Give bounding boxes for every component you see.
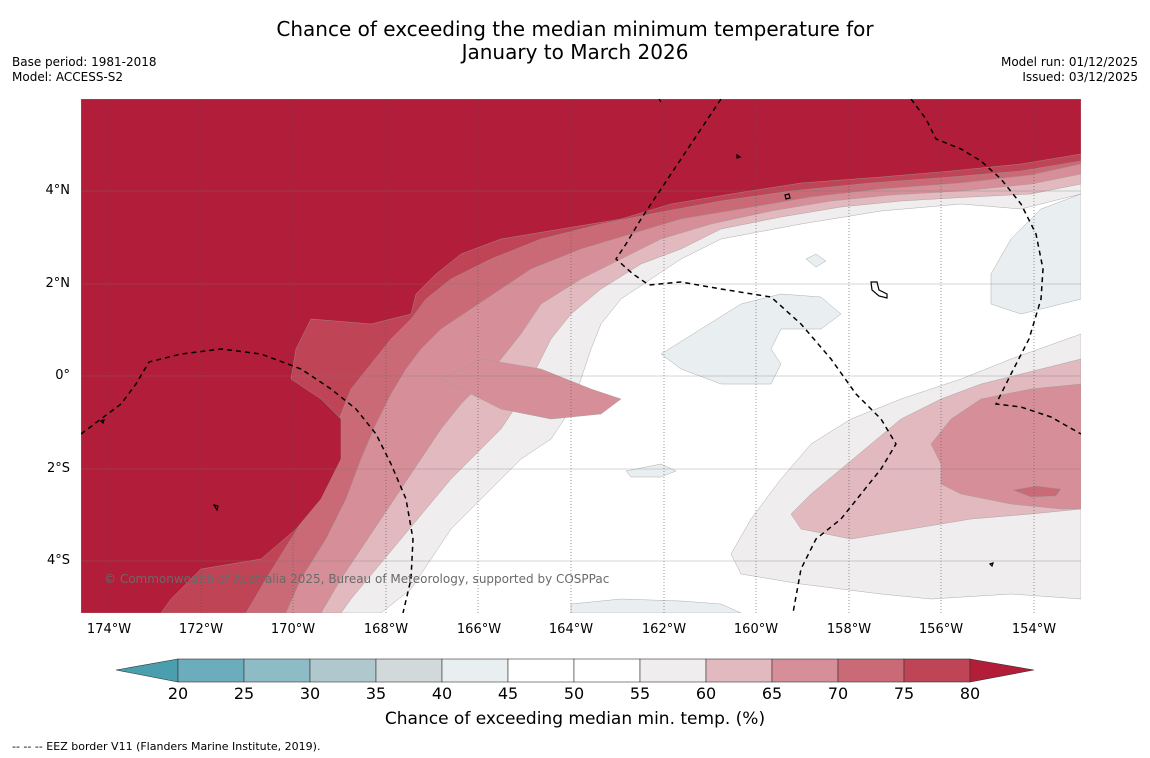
lat-label-2s: 2°S bbox=[46, 461, 70, 476]
lon-label-168w: 168°W bbox=[363, 622, 409, 637]
cb-tick-40: 40 bbox=[431, 684, 453, 703]
lat-label-4n: 4°N bbox=[45, 183, 71, 198]
model-run: Model run: 01/12/2025 bbox=[1000, 55, 1138, 69]
lon-label-162w: 162°W bbox=[641, 622, 687, 637]
fill-40-45-blob bbox=[625, 463, 677, 478]
lat-label-0: 0° bbox=[55, 368, 70, 383]
lon-label-172w: 172°W bbox=[178, 622, 224, 637]
cb-gt80 bbox=[969, 658, 1035, 683]
cb-40-45 bbox=[441, 658, 509, 683]
lat-label-2n: 2°N bbox=[45, 276, 71, 291]
eez-borders bbox=[81, 99, 1081, 613]
map-svg bbox=[81, 99, 1081, 613]
chart-title: Chance of exceeding the median minimum t… bbox=[0, 18, 1150, 64]
base-period: Base period: 1981-2018 bbox=[12, 55, 157, 69]
lon-label-160w: 160°W bbox=[733, 622, 779, 637]
cb-tick-25: 25 bbox=[233, 684, 255, 703]
cb-50-55 bbox=[573, 658, 641, 683]
eez-legend-note: -- -- -- EEZ border V11 (Flanders Marine… bbox=[12, 740, 321, 753]
cb-tick-65: 65 bbox=[761, 684, 783, 703]
map-panel[interactable] bbox=[81, 99, 1081, 613]
model-name: Model: ACCESS-S2 bbox=[12, 70, 124, 84]
lon-label-156w: 156°W bbox=[918, 622, 964, 637]
cb-35-40 bbox=[375, 658, 443, 683]
cb-55-60 bbox=[639, 658, 707, 683]
fill-65-70-mid bbox=[440, 358, 622, 420]
cb-lt20 bbox=[115, 658, 179, 683]
lon-label-166w: 166°W bbox=[456, 622, 502, 637]
cb-25-30 bbox=[243, 658, 311, 683]
cb-65-70 bbox=[771, 658, 839, 683]
colorbar-svg bbox=[115, 658, 1035, 683]
title-line-2: January to March 2026 bbox=[461, 40, 689, 64]
colorbar bbox=[0, 655, 1150, 715]
cb-75-80 bbox=[903, 658, 971, 683]
cb-60-65 bbox=[705, 658, 773, 683]
meta-left: Base period: 1981-2018 Model: ACCESS-S2 bbox=[12, 55, 157, 85]
fill-70-75-patch bbox=[1012, 485, 1062, 498]
cb-tick-50: 50 bbox=[563, 684, 585, 703]
cb-tick-30: 30 bbox=[299, 684, 321, 703]
issued-date: Issued: 03/12/2025 bbox=[1022, 70, 1138, 84]
lon-label-164w: 164°W bbox=[548, 622, 594, 637]
islands bbox=[99, 99, 994, 568]
cb-tick-75: 75 bbox=[893, 684, 915, 703]
lon-label-158w: 158°W bbox=[826, 622, 872, 637]
cb-70-75 bbox=[837, 658, 905, 683]
lon-label-154w: 154°W bbox=[1011, 622, 1057, 637]
cb-45-50 bbox=[507, 658, 575, 683]
fill-gt-80 bbox=[81, 99, 1081, 613]
cb-tick-35: 35 bbox=[365, 684, 387, 703]
fill-40-45-centre bbox=[660, 293, 842, 385]
cb-tick-20: 20 bbox=[167, 684, 189, 703]
fill-40-45-south bbox=[570, 598, 742, 613]
lat-label-4s: 4°S bbox=[46, 553, 70, 568]
cb-tick-55: 55 bbox=[629, 684, 651, 703]
colorbar-label: Chance of exceeding median min. temp. (%… bbox=[384, 709, 766, 729]
cb-tick-45: 45 bbox=[497, 684, 519, 703]
meta-right: Model run: 01/12/2025 Issued: 03/12/2025 bbox=[1001, 55, 1138, 85]
parallels bbox=[81, 190, 1081, 562]
copyright-note: © Commonwealth of Australia 2025, Bureau… bbox=[104, 572, 610, 586]
cb-30-35 bbox=[309, 658, 377, 683]
cb-20-25 bbox=[177, 658, 245, 683]
lon-label-170w: 170°W bbox=[270, 622, 316, 637]
lon-label-174w: 174°W bbox=[86, 622, 132, 637]
cb-tick-70: 70 bbox=[827, 684, 849, 703]
cb-tick-80: 80 bbox=[959, 684, 981, 703]
fill-40-45-blob2 bbox=[805, 253, 827, 268]
title-line-1: Chance of exceeding the median minimum t… bbox=[276, 17, 874, 41]
cb-tick-60: 60 bbox=[695, 684, 717, 703]
